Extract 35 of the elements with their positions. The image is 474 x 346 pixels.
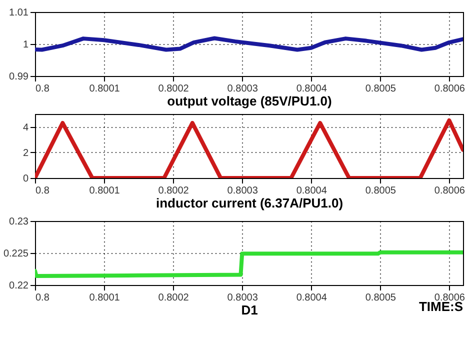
- y-tick-label: 0.22: [9, 280, 29, 292]
- x-tick-label: 0.8002: [158, 186, 190, 196]
- x-tick-label: 0.8002: [158, 292, 190, 304]
- x-tick-label: 0.8001: [89, 292, 120, 304]
- y-tick-label: 4: [22, 122, 29, 134]
- y-tick-label: 0.225: [3, 248, 29, 260]
- y-tick-label: 1.01: [9, 8, 29, 18]
- x-tick-label: 0.8: [36, 292, 50, 304]
- x-tick-label: 0.8005: [365, 186, 396, 196]
- x-tick-label: 0.8002: [158, 84, 190, 94]
- x-axis-title: inductor current (6.37A/PU1.0): [156, 196, 344, 210]
- x-tick-label: 0.8003: [227, 292, 258, 304]
- y-tick-label: 0.23: [9, 216, 29, 228]
- y-tick-label: 0.99: [9, 72, 29, 82]
- y-tick-label: 1: [22, 40, 29, 50]
- x-tick-label: 0.8001: [89, 186, 120, 196]
- x-tick-label: 0.8001: [89, 84, 120, 94]
- x-tick-label: 0.8: [36, 84, 50, 94]
- x-tick-label: 0.8003: [227, 186, 258, 196]
- x-tick-label: 0.8005: [365, 84, 396, 94]
- y-tick-label: 0: [22, 174, 29, 184]
- x-tick-label: 0.8003: [227, 84, 258, 94]
- x-tick-label: 0.8004: [296, 292, 328, 304]
- x-axis-title: output voltage (85V/PU1.0): [167, 94, 332, 108]
- x-tick-label: 0.8005: [365, 292, 396, 304]
- line-series: [35, 118, 463, 178]
- x-tick-label: 0.8: [36, 186, 50, 196]
- x-axis-title: D1: [241, 302, 258, 318]
- line-series: [35, 36, 463, 52]
- x-tick-label: 0.8006: [434, 186, 466, 196]
- y-tick-label: 2: [22, 148, 29, 159]
- x-tick-label: 0.8006: [434, 84, 466, 94]
- x-tick-label: 0.8004: [296, 186, 328, 196]
- line-series: [35, 250, 463, 278]
- x-tick-label: 0.8004: [296, 84, 328, 94]
